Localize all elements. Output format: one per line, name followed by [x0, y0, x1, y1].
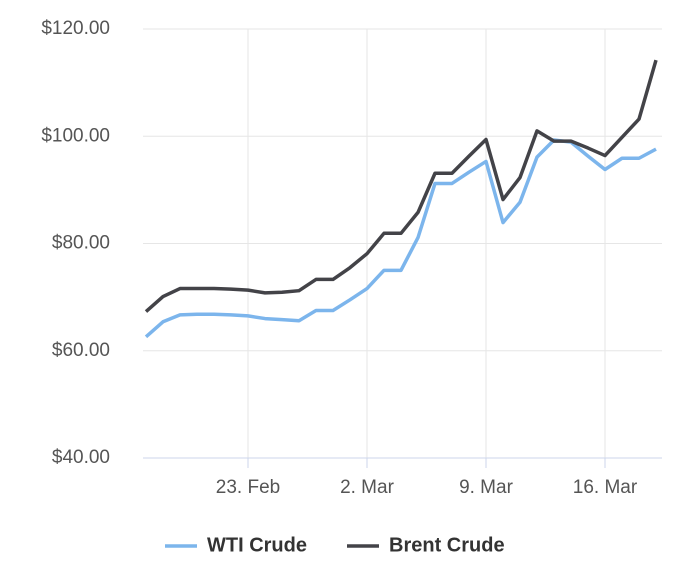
legend-label: Brent Crude — [389, 534, 505, 556]
x-tick-label: 16. Mar — [573, 477, 638, 498]
y-tick-label: $60.00 — [52, 340, 110, 361]
y-tick-label: $120.00 — [41, 18, 110, 39]
x-tick-label: 9. Mar — [459, 477, 514, 498]
x-tick-label: 2. Mar — [340, 477, 395, 498]
legend: WTI Crude Brent Crude — [165, 534, 505, 556]
series-line — [144, 59, 658, 313]
x-tick-label: 23. Feb — [216, 477, 280, 498]
y-tick-label: $80.00 — [52, 233, 110, 254]
series-line — [144, 138, 657, 339]
y-tick-label: $40.00 — [52, 447, 110, 468]
legend-label: WTI Crude — [207, 534, 307, 556]
y-tick-label: $100.00 — [41, 125, 110, 146]
